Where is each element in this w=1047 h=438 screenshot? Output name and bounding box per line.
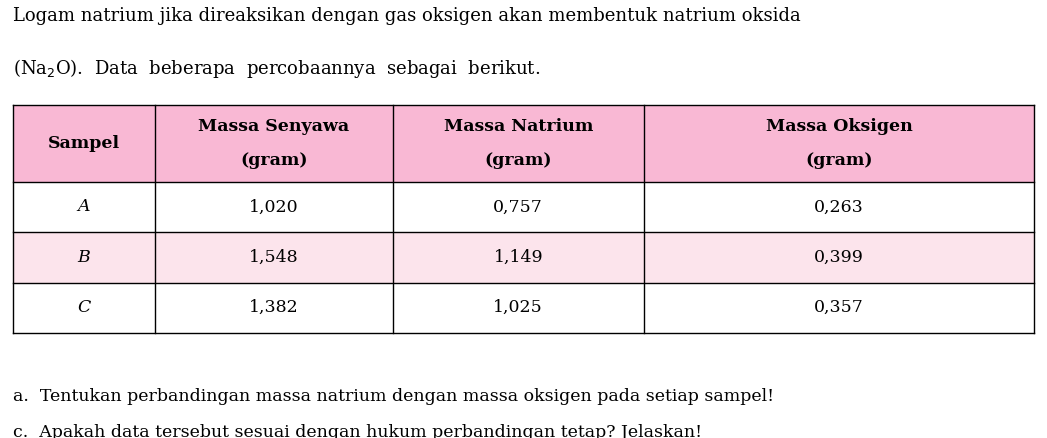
Text: Massa Senyawa: Massa Senyawa [198, 118, 350, 135]
Text: 1,020: 1,020 [249, 198, 298, 215]
Text: 1,382: 1,382 [249, 299, 298, 316]
Text: 0,263: 0,263 [815, 198, 864, 215]
Text: A: A [77, 198, 90, 215]
Text: Sampel: Sampel [48, 135, 119, 152]
Text: C: C [77, 299, 90, 316]
Text: Massa Oksigen: Massa Oksigen [765, 118, 913, 135]
Text: 0,757: 0,757 [493, 198, 543, 215]
Text: c.  Apakah data tersebut sesuai dengan hukum perbandingan tetap? Jelaskan!: c. Apakah data tersebut sesuai dengan hu… [13, 424, 701, 438]
Text: (Na$_2$O).  Data  beberapa  percobaannya  sebagai  berikut.: (Na$_2$O). Data beberapa percobaannya se… [13, 57, 540, 80]
Text: Massa Natrium: Massa Natrium [444, 118, 593, 135]
Text: (gram): (gram) [485, 152, 552, 169]
Text: B: B [77, 249, 90, 266]
Text: 0,399: 0,399 [815, 249, 864, 266]
Text: 0,357: 0,357 [815, 299, 864, 316]
Text: 1,548: 1,548 [249, 249, 298, 266]
Text: Logam natrium jika direaksikan dengan gas oksigen akan membentuk natrium oksida: Logam natrium jika direaksikan dengan ga… [13, 7, 800, 25]
Text: (gram): (gram) [805, 152, 873, 169]
Text: 1,025: 1,025 [493, 299, 543, 316]
Text: (gram): (gram) [240, 152, 308, 169]
Text: a.  Tentukan perbandingan massa natrium dengan massa oksigen pada setiap sampel!: a. Tentukan perbandingan massa natrium d… [13, 388, 774, 405]
Text: 1,149: 1,149 [493, 249, 543, 266]
